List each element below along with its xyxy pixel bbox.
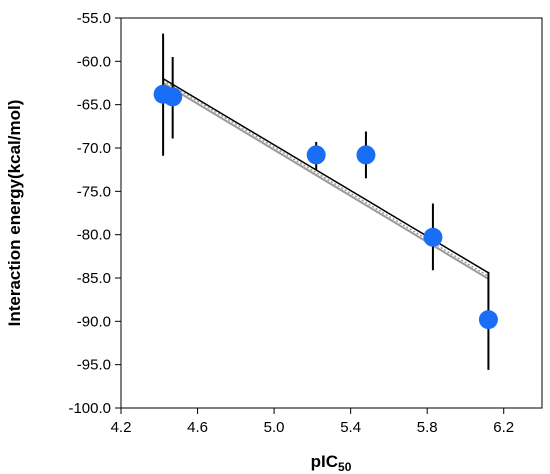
data-point bbox=[423, 227, 443, 247]
x-tick-label: 5.4 bbox=[340, 419, 361, 436]
x-axis: 4.2 4.6 5.0 5.4 5.8 6.2 bbox=[111, 408, 514, 436]
plot-frame bbox=[120, 17, 543, 409]
y-tick-label: -85.0 bbox=[77, 270, 111, 287]
x-tick-label: 5.0 bbox=[264, 419, 285, 436]
x-tick-label: 4.6 bbox=[187, 419, 208, 436]
trend-line-dotted-gray bbox=[162, 79, 489, 277]
y-tick-label: -60.0 bbox=[77, 53, 111, 70]
y-tick-label: -75.0 bbox=[77, 183, 111, 200]
data-point bbox=[306, 145, 326, 165]
data-point bbox=[163, 87, 183, 107]
y-tick-label: -95.0 bbox=[77, 357, 111, 374]
x-tick-label: 6.2 bbox=[493, 419, 514, 436]
data-point bbox=[478, 310, 498, 330]
y-tick-label: -65.0 bbox=[77, 97, 111, 114]
x-axis-title: pIC50 bbox=[311, 452, 352, 474]
y-tick-label: -55.0 bbox=[77, 10, 111, 27]
y-axis: -55.0 -60.0 -65.0 -70.0 -75.0 -80.0 -85.0 -90.0… bbox=[68, 10, 121, 417]
data-point bbox=[356, 145, 376, 165]
y-tick-label: -70.0 bbox=[77, 140, 111, 157]
error-bars bbox=[162, 33, 490, 370]
trend-line-solid-gray bbox=[162, 82, 489, 280]
data-points bbox=[153, 84, 498, 330]
y-tick-label: -80.0 bbox=[77, 227, 111, 244]
trend-lines bbox=[162, 78, 489, 280]
y-tick-label: -100.0 bbox=[68, 400, 111, 417]
y-axis-title: Interaction energy(kcal/mol) bbox=[5, 100, 24, 327]
x-tick-label: 4.2 bbox=[111, 419, 132, 436]
y-tick-label: -90.0 bbox=[77, 313, 111, 330]
x-tick-label: 5.8 bbox=[417, 419, 438, 436]
